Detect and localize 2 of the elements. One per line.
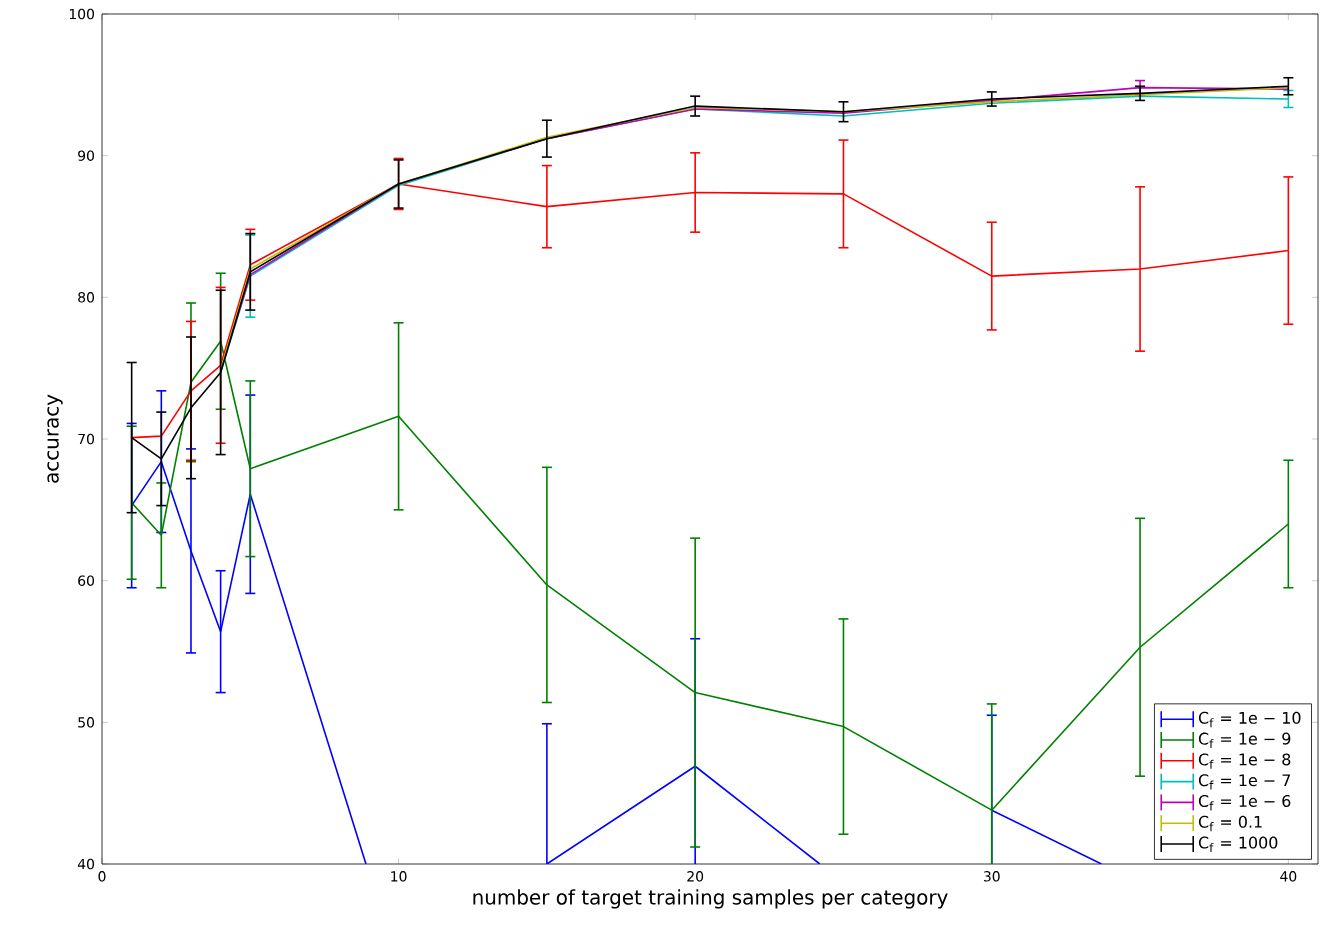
x-axis-title: number of target training samples per category <box>473 889 948 909</box>
y-axis-title: accuracy <box>47 394 63 483</box>
